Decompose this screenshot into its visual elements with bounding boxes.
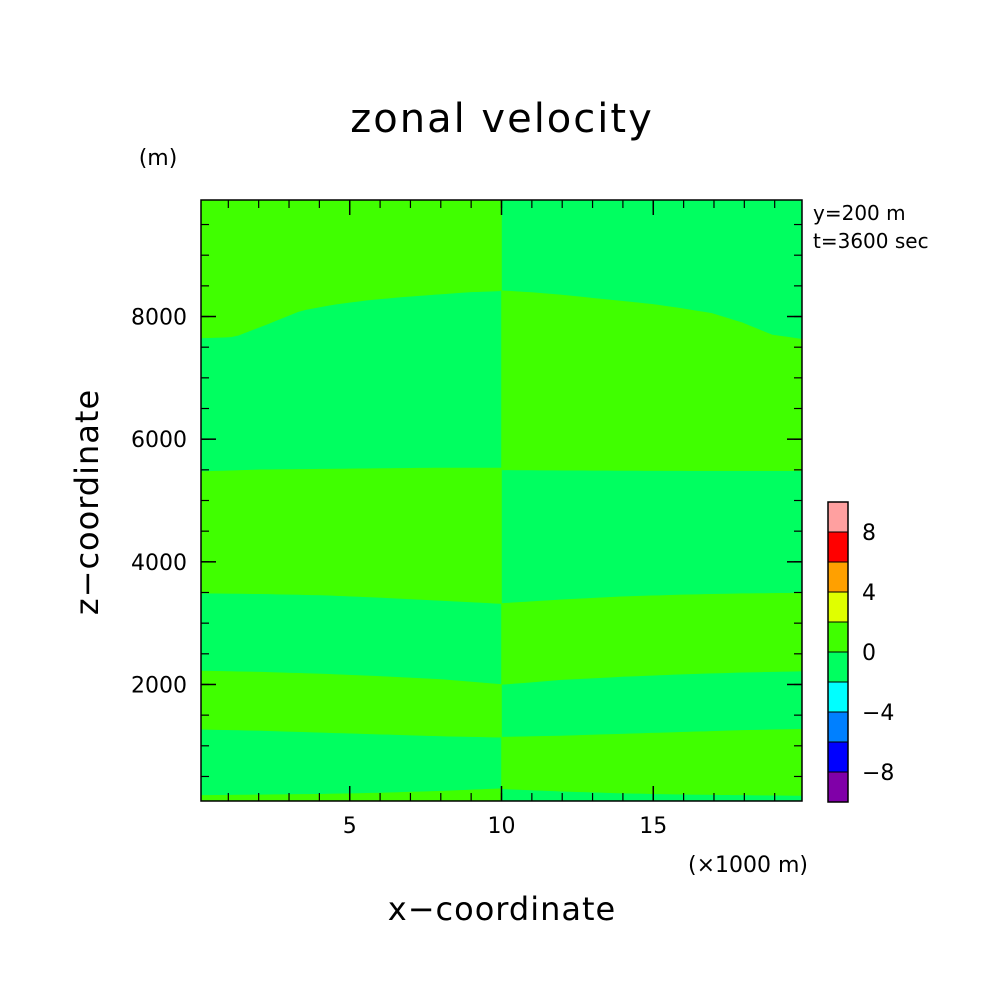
colorbar-swatch <box>827 711 849 743</box>
colorbar-tick-label: −8 <box>862 761 894 786</box>
colorbar-swatch <box>827 621 849 653</box>
x-axis-unit: (×1000 m) <box>688 853 808 878</box>
y-tick-label: 8000 <box>131 306 187 331</box>
x-tick-label: 5 <box>343 814 357 839</box>
contour-region-3 <box>501 592 803 685</box>
colorbar-tick-label: 4 <box>862 581 876 606</box>
x-axis-ticks: 5 10 15 <box>227 200 776 839</box>
colorbar: −8 −4 0 4 8 <box>827 501 894 803</box>
y-axis-ticks: 2000 4000 6000 8000 <box>131 223 802 778</box>
plot-area: 5 10 15 2000 4000 6000 8000 <box>131 199 803 839</box>
x-tick-label: 10 <box>488 814 516 839</box>
plot-frame <box>200 199 803 802</box>
chart-title: zonal velocity <box>350 96 654 142</box>
y-axis-unit: (m) <box>139 146 178 171</box>
y-tick-label: 2000 <box>131 673 187 698</box>
colorbar-swatch <box>827 771 849 803</box>
colorbar-swatch <box>827 651 849 683</box>
y-tick-label: 6000 <box>131 428 187 453</box>
x-axis-label: x−coordinate <box>388 890 616 928</box>
contour-region-5 <box>501 728 803 796</box>
colorbar-tick-label: −4 <box>862 701 894 726</box>
colorbar-swatch <box>827 501 849 533</box>
contour-region-4 <box>200 670 502 738</box>
annotation-y-position: y=200 m <box>813 201 906 225</box>
colorbar-swatch <box>827 591 849 623</box>
colorbar-swatch <box>827 681 849 713</box>
colorbar-tick-label: 0 <box>862 641 876 666</box>
colorbar-frame <box>827 501 849 803</box>
y-axis-label: z−coordinate <box>68 389 106 615</box>
colorbar-swatch <box>827 531 849 563</box>
colorbar-swatch <box>827 741 849 773</box>
annotation-time: t=3600 sec <box>813 229 929 253</box>
colorbar-tick-label: 8 <box>862 521 876 546</box>
contour-region-2 <box>200 467 502 604</box>
contour-regions <box>200 199 803 802</box>
y-tick-label: 4000 <box>131 551 187 576</box>
x-tick-label: 15 <box>639 814 667 839</box>
colorbar-swatch <box>827 561 849 593</box>
